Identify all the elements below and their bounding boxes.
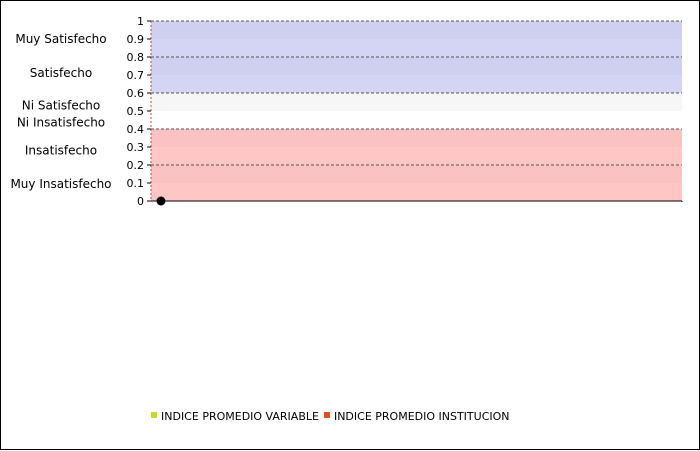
y-tick-label: 0.3 <box>127 141 145 154</box>
band-label-5: Muy Insatisfecho <box>10 177 111 191</box>
legend-label-1: INDICE PROMEDIO INSTITUCION <box>334 410 510 423</box>
axis-layer: 0 0.1 0.2 0.3 0.4 0.5 0.6 0.7 0.8 0.9 1 <box>127 15 683 208</box>
y-tick-label: 0.8 <box>127 51 145 64</box>
data-point-0 <box>156 196 166 206</box>
y-tick-label: 0.9 <box>127 33 145 46</box>
band-3 <box>151 111 682 129</box>
bands-layer <box>151 21 682 201</box>
legend-swatch-0 <box>151 412 157 418</box>
y-tick-label: 0.5 <box>127 105 145 118</box>
band-stripe <box>151 57 682 75</box>
band-label-1: Satisfecho <box>30 66 92 80</box>
legend: INDICE PROMEDIO VARIABLE INDICE PROMEDIO … <box>151 410 510 423</box>
band-label-0: Muy Satisfecho <box>15 32 106 46</box>
band-label-layer: Muy Satisfecho Satisfecho Ni Satisfecho Ni … <box>10 32 111 191</box>
legend-swatch-1 <box>323 412 330 418</box>
y-tick-label: 0.1 <box>127 177 145 190</box>
band-label-4: Insatisfecho <box>25 144 97 158</box>
legend-label-0: INDICE PROMEDIO VARIABLE <box>161 410 319 423</box>
band-1 <box>151 57 682 93</box>
marker-layer <box>156 196 166 206</box>
y-tick-label: 0.6 <box>127 87 145 100</box>
band-4 <box>151 129 682 165</box>
band-0 <box>151 21 682 57</box>
band-label-2: Ni Satisfecho <box>22 99 101 113</box>
y-tick-label: 1 <box>137 15 144 28</box>
band-2 <box>151 93 682 111</box>
y-tick-label: 0 <box>137 195 144 208</box>
band-label-3: Ni Insatisfecho <box>17 116 105 130</box>
band-stripe <box>151 165 682 183</box>
grid-layer <box>151 20 682 166</box>
band-stripe <box>151 21 682 39</box>
y-tick-label: 0.7 <box>127 69 145 82</box>
y-tick-label: 0.2 <box>127 159 145 172</box>
band-stripe <box>151 129 682 147</box>
band-5 <box>151 165 682 201</box>
y-tick-label: 0.4 <box>127 123 145 136</box>
